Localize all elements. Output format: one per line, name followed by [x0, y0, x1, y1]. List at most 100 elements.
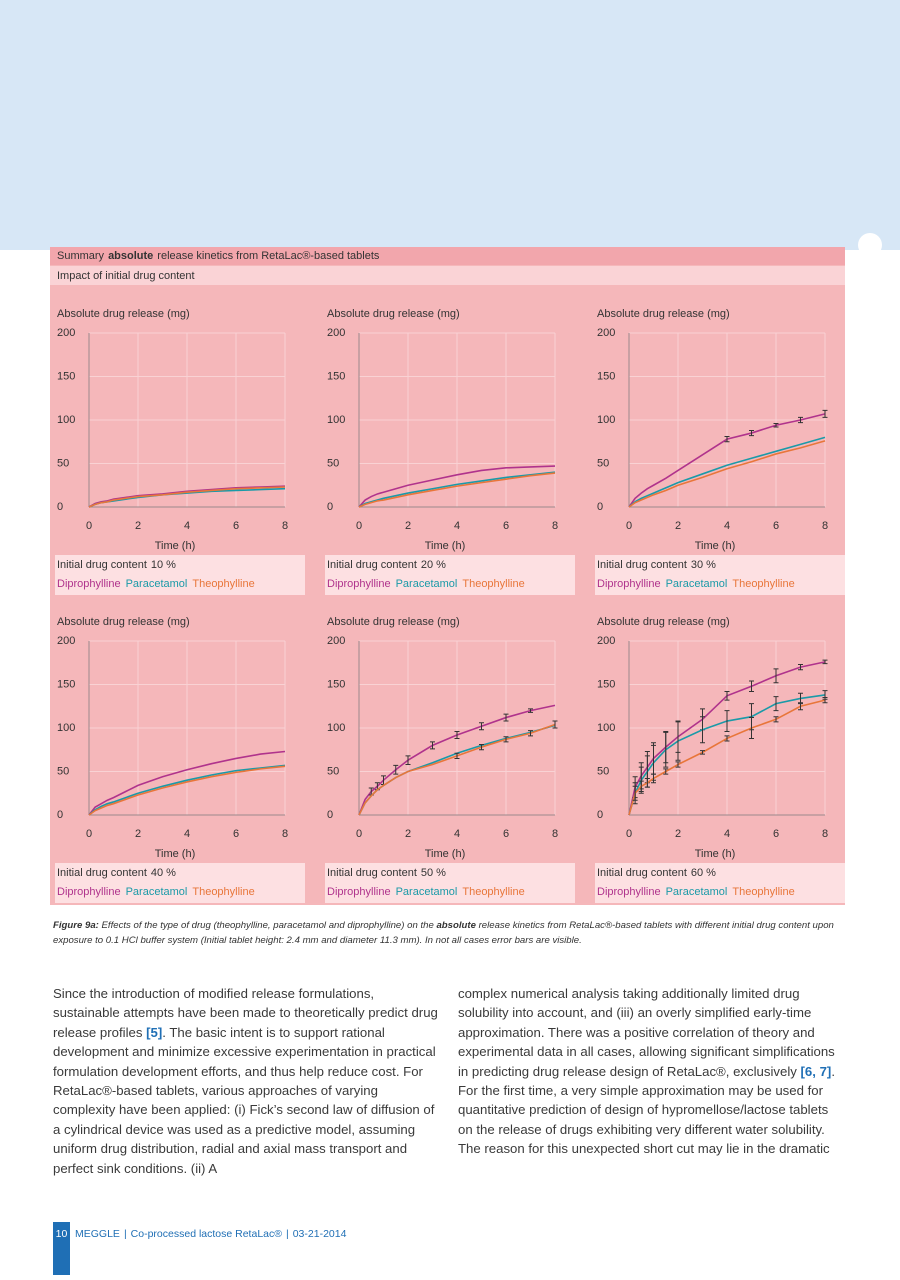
legend: Diprophylline Paracetamol Theophylline — [57, 578, 255, 590]
x-tick-label: 6 — [233, 828, 239, 840]
error-bar — [644, 777, 650, 788]
error-bar — [405, 755, 411, 766]
y-tick-label: 50 — [327, 765, 339, 777]
error-bar — [675, 721, 681, 761]
chart-caption: Initial drug content 60 % — [597, 867, 716, 879]
y-tick-label: 100 — [597, 414, 615, 426]
caption-value: 60 % — [691, 867, 716, 879]
legend-entry: Theophylline — [462, 578, 524, 590]
error-bar — [749, 717, 754, 739]
caption-value: 50 % — [421, 867, 446, 879]
figure-title: Summary absolute release kinetics from Ret… — [57, 250, 380, 262]
error-bar — [454, 752, 460, 759]
x-axis-label: Time (h) — [695, 848, 736, 860]
x-tick-label: 2 — [675, 828, 681, 840]
x-tick-label: 2 — [405, 828, 411, 840]
product: Co-processed lactose RetaLac® — [130, 1228, 282, 1240]
body-text: . The basic intent is to support rationa… — [53, 1024, 436, 1176]
y-tick-label: 0 — [57, 809, 63, 821]
caption-value: 20 % — [421, 559, 446, 571]
caption-bold: absolute — [436, 920, 476, 931]
y-tick-label: 150 — [597, 678, 615, 690]
error-bar — [773, 716, 779, 723]
y-axis-label: Absolute drug release (mg) — [327, 308, 460, 320]
x-tick-label: 0 — [626, 520, 632, 532]
y-tick-label: 200 — [597, 635, 615, 647]
separator: | — [285, 1228, 289, 1240]
x-tick-label: 4 — [724, 520, 730, 532]
x-tick-label: 0 — [86, 520, 92, 532]
x-tick-label: 6 — [503, 828, 509, 840]
legend: Diprophylline Paracetamol Theophylline — [327, 578, 525, 590]
data-line — [628, 440, 826, 508]
legend-entry: Theophylline — [732, 578, 794, 590]
y-tick-label: 100 — [327, 722, 345, 734]
x-tick-label: 0 — [356, 520, 362, 532]
legend-entry: Theophylline — [192, 578, 254, 590]
caption-box — [595, 555, 845, 595]
x-tick-label: 0 — [626, 828, 632, 840]
y-axis-label: Absolute drug release (mg) — [597, 308, 730, 320]
caption-box — [325, 555, 575, 595]
legend-entry: Theophylline — [192, 886, 254, 898]
caption-value: 40 % — [151, 867, 176, 879]
x-tick-label: 4 — [454, 828, 460, 840]
data-line — [88, 485, 286, 508]
body-column: complex numerical analysis taking additi… — [458, 984, 846, 1159]
body-column: Since the introduction of modified relea… — [53, 984, 441, 1178]
error-bar — [638, 780, 644, 793]
legend: Diprophylline Paracetamol Theophylline — [597, 886, 795, 898]
y-tick-label: 50 — [597, 457, 609, 469]
y-tick-label: 150 — [597, 370, 615, 382]
legend-entry: Diprophylline — [327, 578, 391, 590]
y-tick-label: 150 — [57, 678, 75, 690]
caption-box — [55, 555, 305, 595]
x-tick-label: 6 — [773, 828, 779, 840]
bubble — [28, 405, 42, 419]
error-bar — [798, 663, 803, 671]
error-bar — [749, 680, 754, 692]
reference-link[interactable]: [5] — [146, 1024, 163, 1040]
error-bar — [700, 750, 705, 755]
chart-caption: Initial drug content 20 % — [327, 559, 446, 571]
legend-entry: Diprophylline — [57, 886, 121, 898]
data-line — [358, 472, 556, 508]
caption-label: Initial drug content — [597, 559, 687, 571]
error-bar — [528, 708, 533, 713]
caption-label: Initial drug content — [597, 867, 687, 879]
legend-entry: Paracetamol — [126, 886, 188, 898]
y-tick-label: 50 — [597, 765, 609, 777]
error-bar — [552, 720, 558, 729]
error-bar — [700, 716, 705, 744]
error-bar — [798, 416, 803, 424]
y-tick-label: 100 — [57, 722, 75, 734]
caption-box — [325, 863, 575, 903]
x-tick-label: 2 — [675, 520, 681, 532]
y-tick-label: 150 — [57, 370, 75, 382]
error-bar — [503, 736, 509, 743]
x-axis-label: Time (h) — [155, 848, 196, 860]
bubble — [858, 233, 882, 257]
x-tick-label: 2 — [135, 520, 141, 532]
x-tick-label: 4 — [184, 828, 190, 840]
legend-entry: Diprophylline — [597, 886, 661, 898]
body-text: complex numerical analysis taking additi… — [458, 986, 835, 1079]
x-tick-label: 6 — [773, 520, 779, 532]
x-tick-label: 2 — [405, 520, 411, 532]
error-bar — [773, 668, 779, 684]
y-tick-label: 200 — [57, 327, 75, 339]
x-tick-label: 4 — [454, 520, 460, 532]
caption-text: release kinetics from RetaLac®-based tab… — [53, 920, 834, 946]
legend: Diprophylline Paracetamol Theophylline — [597, 578, 795, 590]
data-line — [358, 471, 556, 508]
legend-entry: Theophylline — [732, 886, 794, 898]
reference-link[interactable]: [6, 7] — [800, 1063, 832, 1079]
y-tick-label: 0 — [597, 809, 603, 821]
y-tick-label: 100 — [327, 414, 345, 426]
caption-label: Initial drug content — [327, 559, 417, 571]
legend: Diprophylline Paracetamol Theophylline — [57, 886, 255, 898]
error-bar — [749, 429, 754, 437]
chart-caption: Initial drug content 10 % — [57, 559, 176, 571]
error-bar — [773, 696, 779, 712]
data-line — [628, 436, 826, 508]
